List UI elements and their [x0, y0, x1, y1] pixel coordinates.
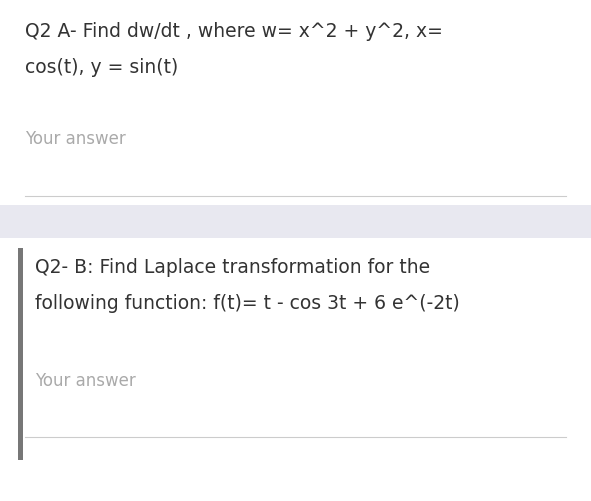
Text: Your answer: Your answer	[25, 130, 126, 148]
Bar	[18, 248, 23, 460]
Text: following function: f(t)= t - cos 3t + 6 e^(-2t): following function: f(t)= t - cos 3t + 6…	[35, 294, 460, 313]
Text: cos(t), y = sin(t): cos(t), y = sin(t)	[25, 58, 178, 77]
Text: Your answer: Your answer	[35, 372, 136, 390]
Text: Q2 A- Find dw/dt , where w= x^2 + y^2, x=: Q2 A- Find dw/dt , where w= x^2 + y^2, x…	[25, 22, 443, 41]
Bar	[0, 205, 591, 238]
Text: Q2- B: Find Laplace transformation for the: Q2- B: Find Laplace transformation for t…	[35, 258, 430, 277]
